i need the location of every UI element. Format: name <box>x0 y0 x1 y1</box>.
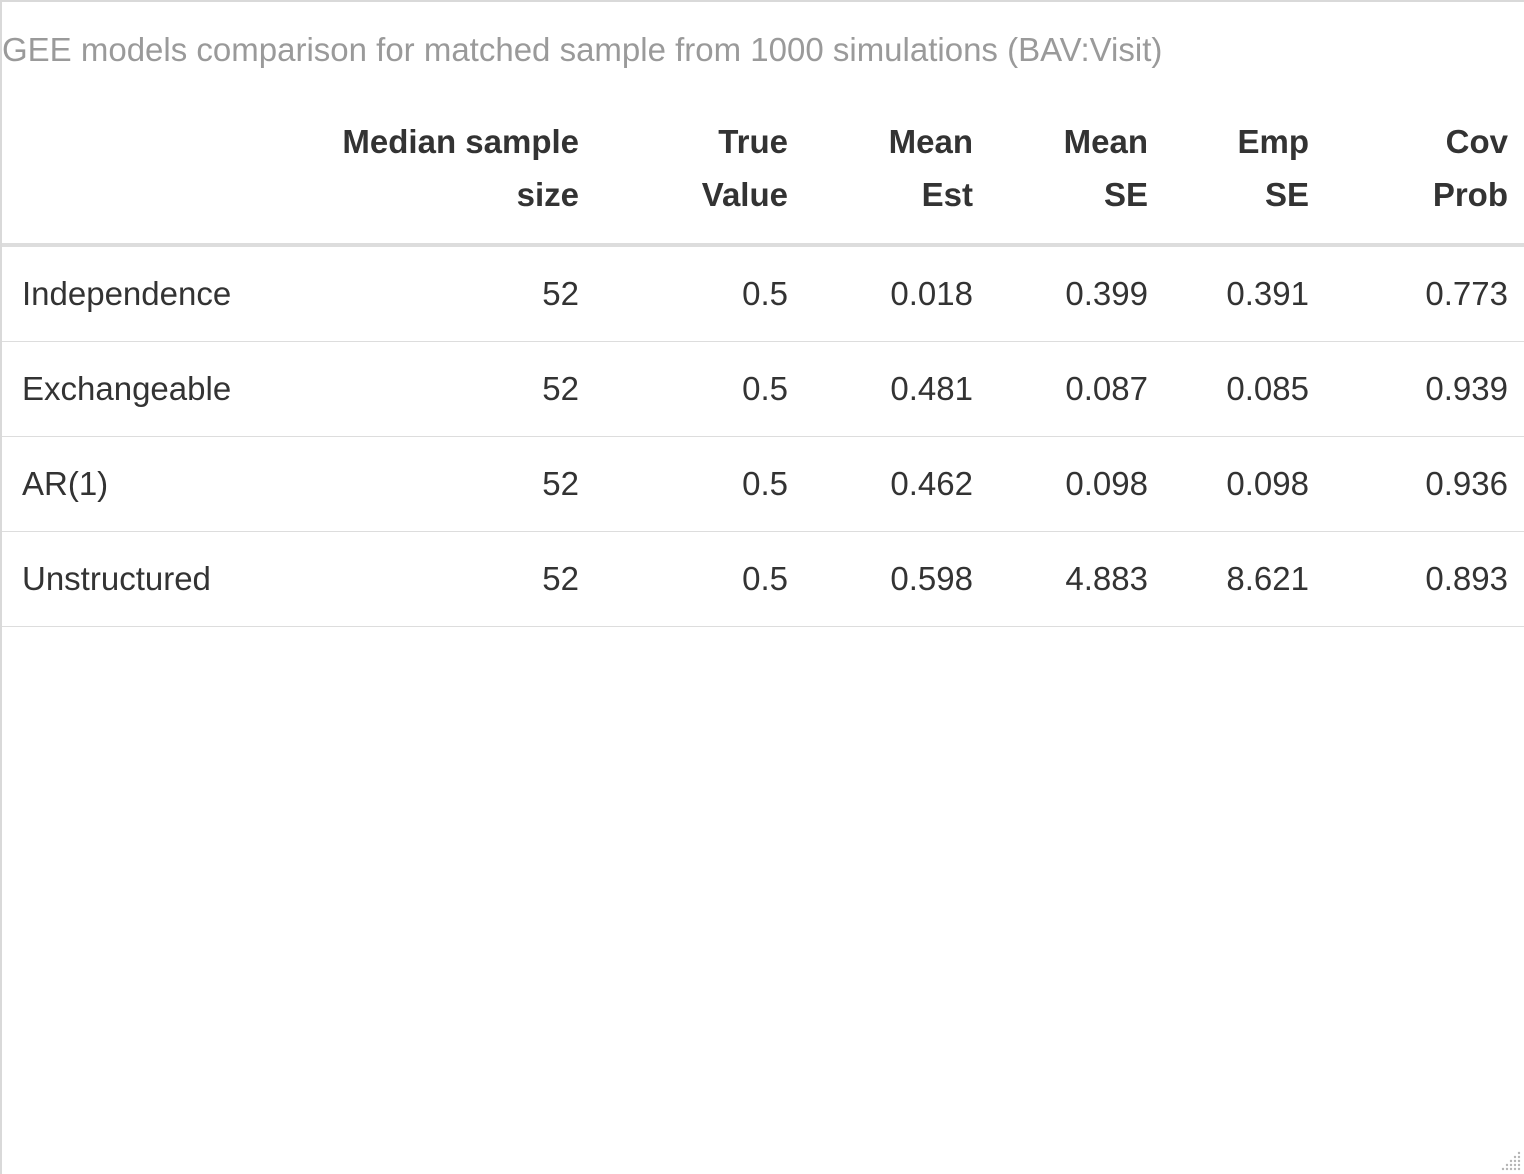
header-cov-prob: Cov Prob <box>1325 115 1524 247</box>
row-model-name: Exchangeable <box>2 341 272 437</box>
cell-cov-prob: 0.939 <box>1325 341 1524 437</box>
header-emp-se: Emp SE <box>1164 115 1325 247</box>
header-mean-est: Mean Est <box>804 115 989 247</box>
cell-median-sample-size: 52 <box>272 436 595 532</box>
table-row: Exchangeable 52 0.5 0.481 0.087 0.085 0.… <box>2 341 1524 437</box>
cell-cov-prob: 0.773 <box>1325 245 1524 342</box>
cell-mean-est: 0.481 <box>804 341 989 437</box>
header-mean-se: Mean SE <box>989 115 1164 247</box>
cell-mean-se: 0.098 <box>989 436 1164 532</box>
cell-emp-se: 0.098 <box>1164 436 1325 532</box>
header-median-sample-size: Median sample size <box>272 115 595 247</box>
cell-mean-se: 0.399 <box>989 245 1164 342</box>
cell-cov-prob: 0.936 <box>1325 436 1524 532</box>
table-row: Unstructured 52 0.5 0.598 4.883 8.621 0.… <box>2 531 1524 627</box>
cell-true-value: 0.5 <box>595 245 804 342</box>
cell-cov-prob: 0.893 <box>1325 531 1524 627</box>
header-true-value: True Value <box>595 115 804 247</box>
cell-emp-se: 0.085 <box>1164 341 1325 437</box>
cell-true-value: 0.5 <box>595 436 804 532</box>
cell-mean-se: 4.883 <box>989 531 1164 627</box>
header-row: Median sample size True Value Mean Est M… <box>2 115 1524 247</box>
cell-true-value: 0.5 <box>595 531 804 627</box>
cell-true-value: 0.5 <box>595 341 804 437</box>
resize-grip-icon[interactable] <box>1498 1148 1522 1172</box>
cell-median-sample-size: 52 <box>272 341 595 437</box>
header-model <box>2 115 272 247</box>
row-model-name: AR(1) <box>2 436 272 532</box>
cell-emp-se: 8.621 <box>1164 531 1325 627</box>
table-row: Independence 52 0.5 0.018 0.399 0.391 0.… <box>2 245 1524 342</box>
cell-mean-est: 0.598 <box>804 531 989 627</box>
cell-median-sample-size: 52 <box>272 245 595 342</box>
results-table: Median sample size True Value Mean Est M… <box>2 115 1524 627</box>
table-row: AR(1) 52 0.5 0.462 0.098 0.098 0.936 <box>2 436 1524 532</box>
cell-mean-se: 0.087 <box>989 341 1164 437</box>
cell-median-sample-size: 52 <box>272 531 595 627</box>
cell-mean-est: 0.018 <box>804 245 989 342</box>
cell-mean-est: 0.462 <box>804 436 989 532</box>
row-model-name: Independence <box>2 245 272 342</box>
table-caption: GEE models comparison for matched sample… <box>2 31 1163 68</box>
row-model-name: Unstructured <box>2 531 272 627</box>
cell-emp-se: 0.391 <box>1164 245 1325 342</box>
